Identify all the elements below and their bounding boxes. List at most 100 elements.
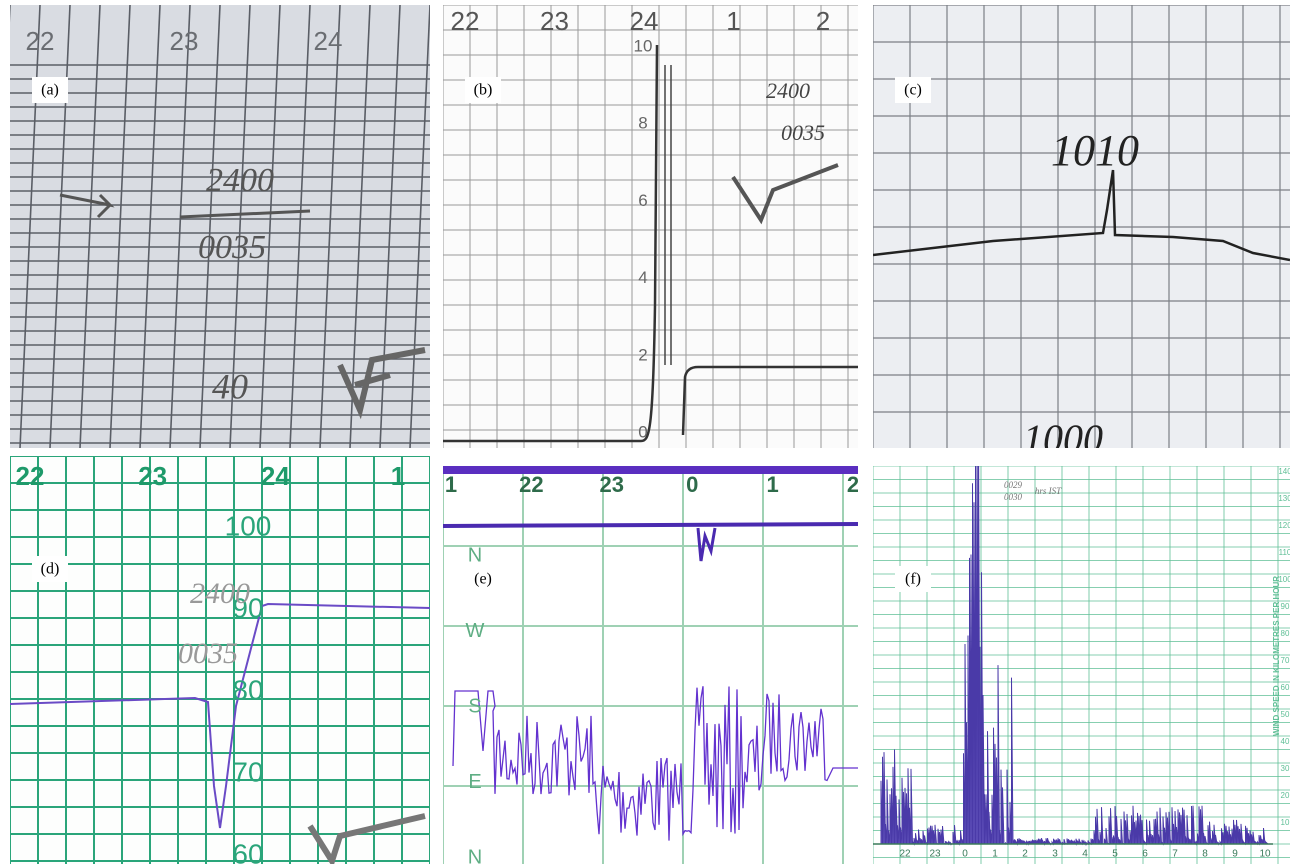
grid-line	[320, 5, 340, 448]
scale-label: 10	[1281, 818, 1290, 827]
hour-label: 24	[314, 26, 343, 56]
hour-label: 23	[138, 461, 167, 491]
wind-mark	[733, 165, 838, 220]
hour-label: 10	[1259, 849, 1271, 860]
hour-label: 23	[600, 472, 624, 497]
handwritten-note: 0035	[198, 229, 266, 266]
hour-label: 3	[1052, 849, 1058, 860]
hour-label: 2	[816, 6, 830, 36]
panel-label: (c)	[904, 82, 922, 99]
pen-trace	[443, 45, 657, 441]
scale-label: 70	[1281, 656, 1290, 665]
hour-label: 4	[1082, 849, 1088, 860]
scale-label: 40	[1281, 737, 1290, 746]
scale-label: 50	[1281, 710, 1290, 719]
handwritten-note: 0035	[178, 637, 238, 670]
scale-label: W	[466, 620, 485, 642]
grid-line	[290, 5, 310, 448]
grid-line	[410, 5, 430, 448]
grid-line	[260, 5, 280, 448]
wind-mark	[310, 816, 425, 861]
pen-trace	[873, 170, 1290, 260]
hour-label: 9	[1232, 849, 1238, 860]
hour-label: 22	[519, 472, 543, 497]
panel-label: (e)	[474, 571, 492, 588]
scale-label: 80	[1281, 629, 1290, 638]
scale-label: 80	[232, 674, 263, 705]
hour-label: 6	[1142, 849, 1148, 860]
scale-label: 20	[1281, 791, 1290, 800]
chart-panel: 22 23 24 2400 0035 40 (a)	[10, 5, 430, 448]
hour-label: 1	[445, 472, 457, 497]
scale-label: N	[468, 846, 482, 864]
hour-label: 24	[261, 461, 290, 491]
handwritten-note: 1010	[1051, 126, 1139, 175]
hour-label: 22	[451, 6, 480, 36]
chart-panel: 1010 1000 (c)	[873, 5, 1290, 448]
grid-line	[80, 5, 100, 448]
hour-label: 2	[847, 472, 858, 497]
panel-label: (d)	[41, 561, 60, 578]
figure: 2223242400003540(a)222324121086420240000…	[0, 0, 1291, 867]
scale-label: E	[468, 771, 481, 793]
hour-label: 2	[1022, 849, 1028, 860]
panel-label: (a)	[41, 82, 59, 99]
handwritten-note: 2400	[190, 577, 250, 610]
hour-label: 22	[16, 461, 45, 491]
underline	[180, 211, 310, 217]
scale-label: 6	[638, 191, 647, 210]
hour-label: 23	[929, 849, 941, 860]
hour-label: 22	[26, 26, 55, 56]
pen-trace	[443, 524, 858, 526]
scale-label: 10	[634, 36, 653, 55]
scale-label: 130	[1278, 494, 1290, 503]
scale-label: 0	[638, 422, 647, 441]
grid-line	[110, 5, 130, 448]
handwritten-note: 1000	[1023, 416, 1103, 448]
pen-trace	[453, 686, 858, 840]
scale-label: 30	[1281, 764, 1290, 773]
pen-trace	[683, 367, 858, 435]
grid-line	[380, 5, 400, 448]
grid-line	[20, 5, 40, 448]
scale-label: 8	[638, 114, 647, 133]
hour-label: 5	[1112, 849, 1118, 860]
scale-label: 60	[232, 838, 263, 864]
hour-label: 1	[766, 472, 778, 497]
scale-label: 120	[1278, 521, 1290, 530]
hour-label: 8	[1202, 849, 1208, 860]
hour-label: 22	[899, 849, 911, 860]
hour-label: 1	[726, 6, 740, 36]
pen-trace	[665, 65, 671, 365]
scale-label: 140	[1278, 467, 1290, 476]
handwritten-note: 0035	[781, 120, 825, 145]
axis-title: WIND SPEED IN KILOMETRES PER HOUR	[1272, 576, 1281, 736]
hour-label: 1	[992, 849, 998, 860]
hour-label: 23	[170, 26, 199, 56]
handwritten-note: hrs IST	[1035, 486, 1062, 496]
grid-line	[170, 5, 190, 448]
pen-trace	[698, 528, 715, 561]
arrow-mark	[60, 195, 110, 217]
hour-label: 0	[962, 849, 968, 860]
handwritten-note: 40	[212, 366, 248, 406]
hour-label: 23	[540, 6, 569, 36]
scale-label: 110	[1279, 548, 1290, 557]
hour-label: 7	[1172, 849, 1178, 860]
scale-label: 90	[1281, 602, 1290, 611]
handwritten-note: 2400	[766, 78, 810, 103]
handwritten-note: 2400	[206, 162, 274, 199]
scale-label: 4	[638, 268, 647, 287]
panel-label: (f)	[905, 571, 921, 588]
scale-label: S	[468, 695, 481, 717]
handwritten-note: 0029	[1004, 480, 1023, 490]
scale-label: N	[468, 544, 482, 566]
grid-line	[50, 5, 70, 448]
top-band	[443, 466, 858, 474]
scale-label: 100	[225, 510, 272, 541]
panel-label: (b)	[474, 82, 493, 99]
